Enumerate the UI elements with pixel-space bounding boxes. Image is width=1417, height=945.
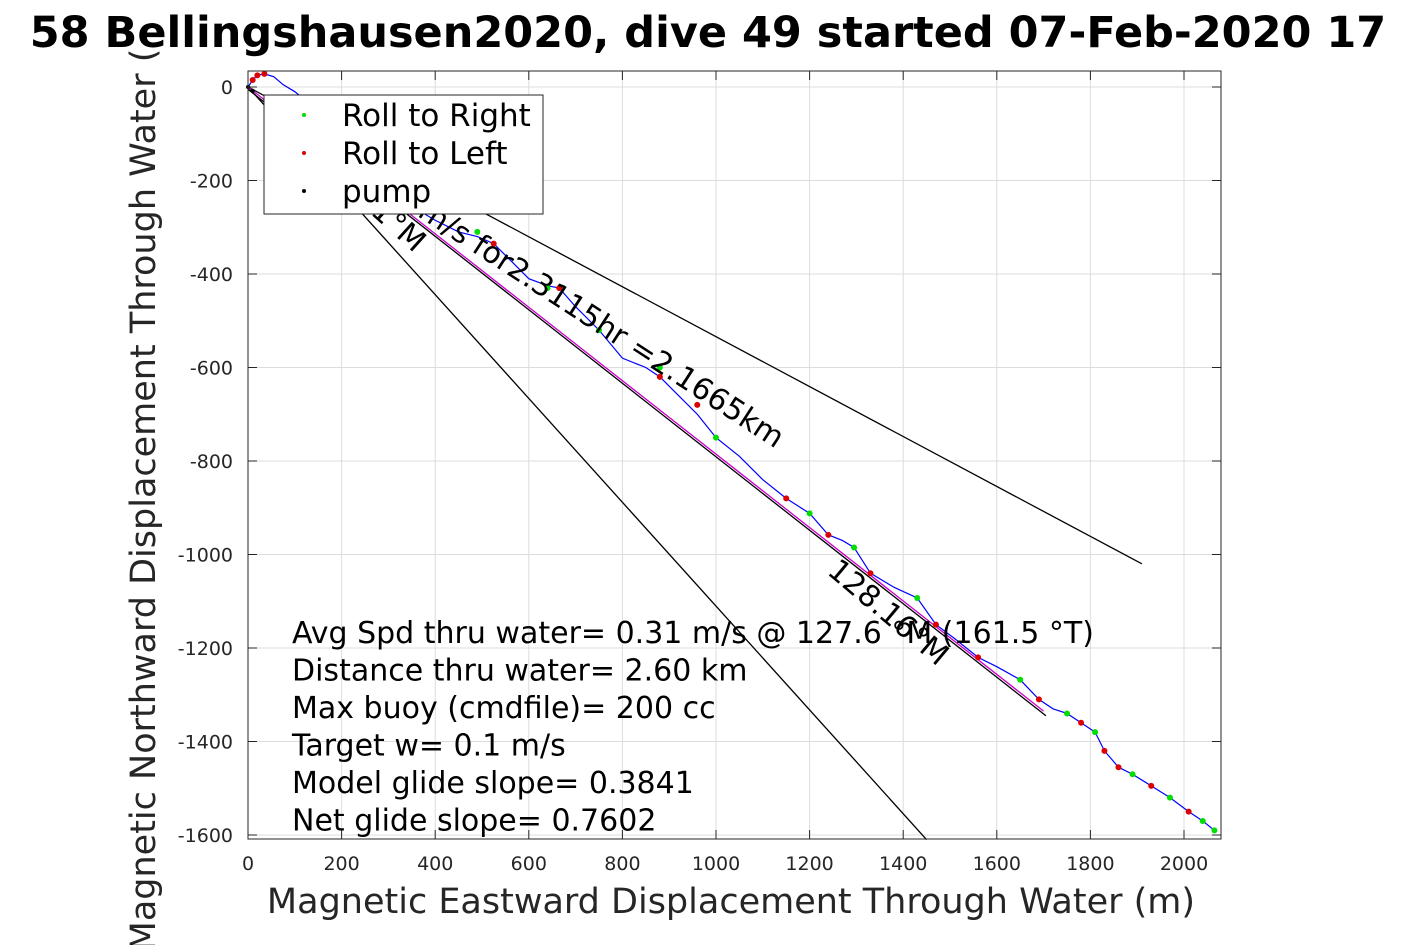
roll-right-point: [1129, 771, 1136, 778]
roll-right-point: [1199, 817, 1206, 824]
roll-right-point: [1064, 710, 1070, 717]
y-tick-label: -1000: [178, 545, 233, 567]
y-tick-label: -1400: [178, 732, 233, 754]
roll-left-point: [825, 531, 832, 538]
y-tick-label: -800: [190, 451, 233, 473]
stats-line: Distance thru water= 2.60 km: [292, 654, 747, 689]
roll-left-point: [656, 373, 663, 380]
stats-line: Max buoy (cmdfile)= 200 cc: [292, 691, 716, 726]
roll-left-point: [261, 70, 268, 77]
stats-line: Net glide slope= 0.7602: [292, 804, 656, 839]
legend-box: [263, 94, 544, 215]
roll-left-point: [254, 72, 261, 79]
roll-right-point: [1092, 729, 1099, 736]
stats-line: Avg Spd thru water= 0.31 m/s @ 127.6 °M …: [292, 616, 1094, 651]
stats-line: Target w= 0.1 m/s: [291, 729, 566, 764]
roll-left-point: [1185, 808, 1192, 815]
y-tick-label: 0: [221, 77, 233, 99]
x-tick-label: 1200: [785, 853, 833, 875]
roll-right-point: [1017, 676, 1024, 683]
x-tick-label: 400: [417, 853, 453, 875]
legend-label: pump: [342, 174, 431, 210]
x-tick-label: 800: [604, 853, 640, 875]
legend-label: Roll to Right: [342, 98, 531, 134]
x-tick-label: 1400: [879, 853, 927, 875]
roll-right-point: [851, 544, 858, 551]
y-tick-label: -1600: [178, 825, 233, 847]
roll-right-point: [1166, 794, 1173, 801]
roll-left-point: [556, 285, 563, 292]
y-tick-label: -200: [190, 171, 233, 193]
roll-left-point: [932, 621, 939, 628]
y-tick-label: -600: [190, 358, 233, 380]
roll-right-point: [713, 434, 719, 441]
legend-label: Roll to Left: [342, 136, 508, 172]
x-tick-label: 0: [242, 853, 254, 875]
y-axis-label: Magnetic Northward Displacement Through …: [124, 49, 164, 945]
roll-left-point: [783, 495, 790, 502]
legend-marker: [302, 113, 306, 117]
roll-left-point: [867, 570, 874, 577]
roll-left-point: [694, 401, 701, 408]
x-tick-labels: 0 200 400 600 800 1000 1200 1400 1600 1800 2000: [242, 853, 1208, 875]
roll-right-point: [914, 594, 921, 601]
y-tick-label: -400: [190, 264, 233, 286]
x-tick-label: 2000: [1160, 853, 1208, 875]
tick-marks: [247, 71, 1221, 839]
legend-marker: [302, 151, 306, 155]
roll-right-point: [656, 364, 663, 371]
roll-right-point: [1211, 827, 1218, 834]
x-tick-label: 600: [511, 853, 547, 875]
roll-right-point: [596, 327, 602, 334]
roll-right-point: [544, 285, 551, 292]
y-tick-labels: 0 -200 -400 -600 -800 -1000 -1200 -1400 -1600: [178, 77, 233, 847]
roll-left-point: [1035, 696, 1042, 703]
roll-left-point: [1101, 747, 1108, 754]
x-tick-label: 200: [323, 853, 359, 875]
roll-left-point: [1115, 764, 1122, 771]
x-tick-label: 1600: [973, 853, 1021, 875]
y-tick-label: -1200: [178, 638, 233, 660]
roll-right-point: [474, 228, 481, 235]
axes-box: [247, 70, 1222, 840]
x-axis-label: Magnetic Eastward Displacement Through W…: [267, 882, 1195, 922]
pump-point: [250, 88, 255, 93]
roll-left-point: [490, 240, 497, 247]
chart-title: 58 Bellingshausen2020, dive 49 started 0…: [30, 8, 1386, 58]
roll-left-point: [1078, 719, 1085, 726]
roll-left-point: [975, 654, 982, 661]
stats-text-block: Avg Spd thru water= 0.31 m/s @ 127.6 °M …: [291, 616, 1094, 839]
roll-right-point: [806, 510, 813, 517]
roll-left-point: [249, 76, 256, 83]
marker-points: [246, 70, 1218, 834]
stats-line: Model glide slope= 0.3841: [292, 766, 694, 801]
x-tick-label: 1000: [692, 853, 740, 875]
roll-left-point: [1148, 782, 1155, 789]
legend-marker: [302, 189, 306, 193]
grid-lines: [247, 71, 1221, 839]
x-tick-label: 1800: [1066, 853, 1114, 875]
